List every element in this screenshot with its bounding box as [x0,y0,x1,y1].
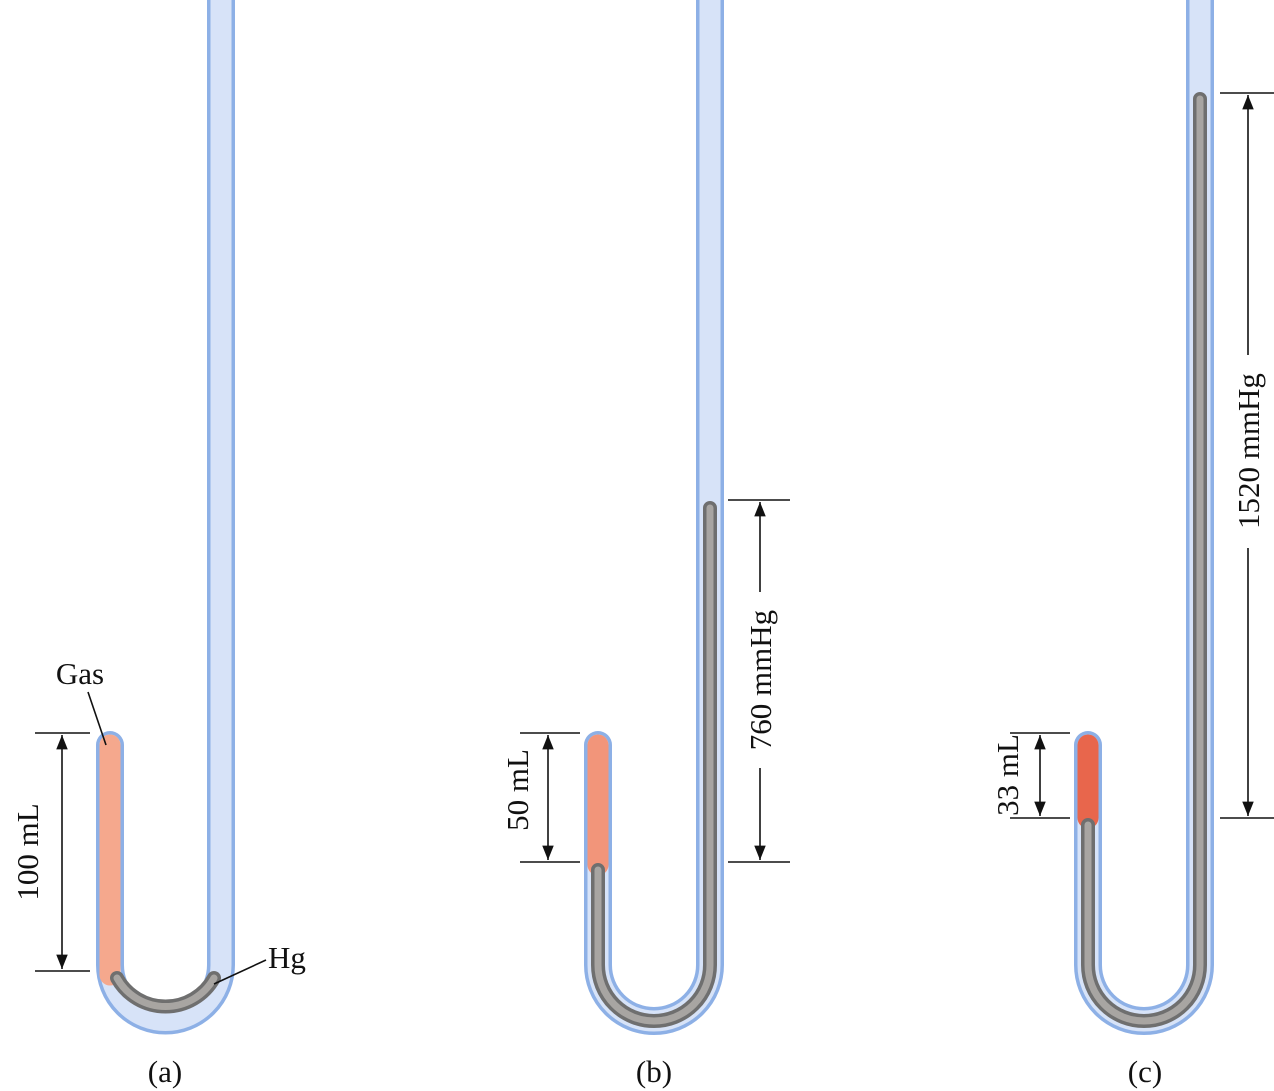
tube-inner [1077,0,1211,1032]
caption: (a) [148,1054,182,1089]
volume-label: 50 mL [500,749,535,831]
caption: (c) [1128,1054,1162,1089]
panel-a: 100 mL Gas Hg (a) [10,0,306,1089]
caption: (b) [636,1054,672,1089]
panel-c: 33 mL 1520 mmHg (c) [990,0,1274,1089]
panel-b: 50 mL 760 mmHg (b) [500,0,790,1089]
tube [96,0,235,1035]
mercury-inner [113,974,218,1011]
pressure-label: 760 mmHg [743,610,778,750]
leader-line [87,691,107,746]
mercury [1081,92,1207,1028]
mercury-inner [1084,95,1204,1025]
tube-inner [587,0,721,1032]
tube-inner [99,0,232,1031]
leader-line [213,959,267,985]
pressure-label: 1520 mmHg [1231,373,1266,529]
volume-label: 100 mL [10,803,45,900]
hg-label: Hg [268,940,306,975]
gas-label: Gas [56,656,104,691]
mercury-inner [594,504,714,1025]
mercury [591,501,717,1028]
tube [1074,0,1214,1035]
volume-label: 33 mL [990,734,1025,816]
tube [584,0,724,1035]
